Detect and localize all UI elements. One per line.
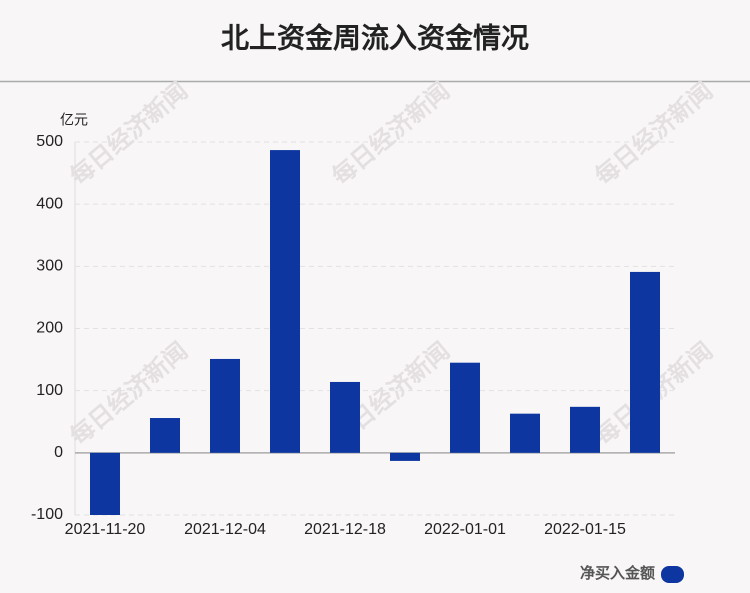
y-tick-label: 0 xyxy=(54,444,63,461)
y-unit: 亿元 xyxy=(60,112,88,128)
bar xyxy=(270,150,300,453)
x-tick-label: 2022-01-01 xyxy=(424,521,506,538)
y-tick-label: 400 xyxy=(36,195,63,212)
bar xyxy=(150,418,180,453)
bar xyxy=(510,413,540,453)
y-tick-label: 200 xyxy=(36,320,63,337)
bar xyxy=(450,362,480,453)
y-tick-label: 300 xyxy=(36,258,63,275)
bar xyxy=(570,406,600,453)
y-tick-label: 500 xyxy=(36,133,63,150)
bar xyxy=(90,452,120,515)
x-tick-label: 2021-12-04 xyxy=(184,521,266,538)
legend-swatch xyxy=(661,566,684,583)
bar xyxy=(330,381,360,453)
x-tick-label: 2022-01-15 xyxy=(544,521,626,538)
bar xyxy=(210,358,240,453)
x-tick-label: 2021-12-18 xyxy=(304,521,386,538)
legend-label: 净买入金额 xyxy=(580,564,655,582)
bar xyxy=(630,271,660,453)
chart-title: 北上资金周流入资金情况 xyxy=(221,21,529,53)
x-tick-label: 2021-11-20 xyxy=(65,521,146,538)
y-tick-label: -100 xyxy=(31,506,63,523)
y-tick-label: 100 xyxy=(36,382,63,399)
bar xyxy=(390,452,420,461)
